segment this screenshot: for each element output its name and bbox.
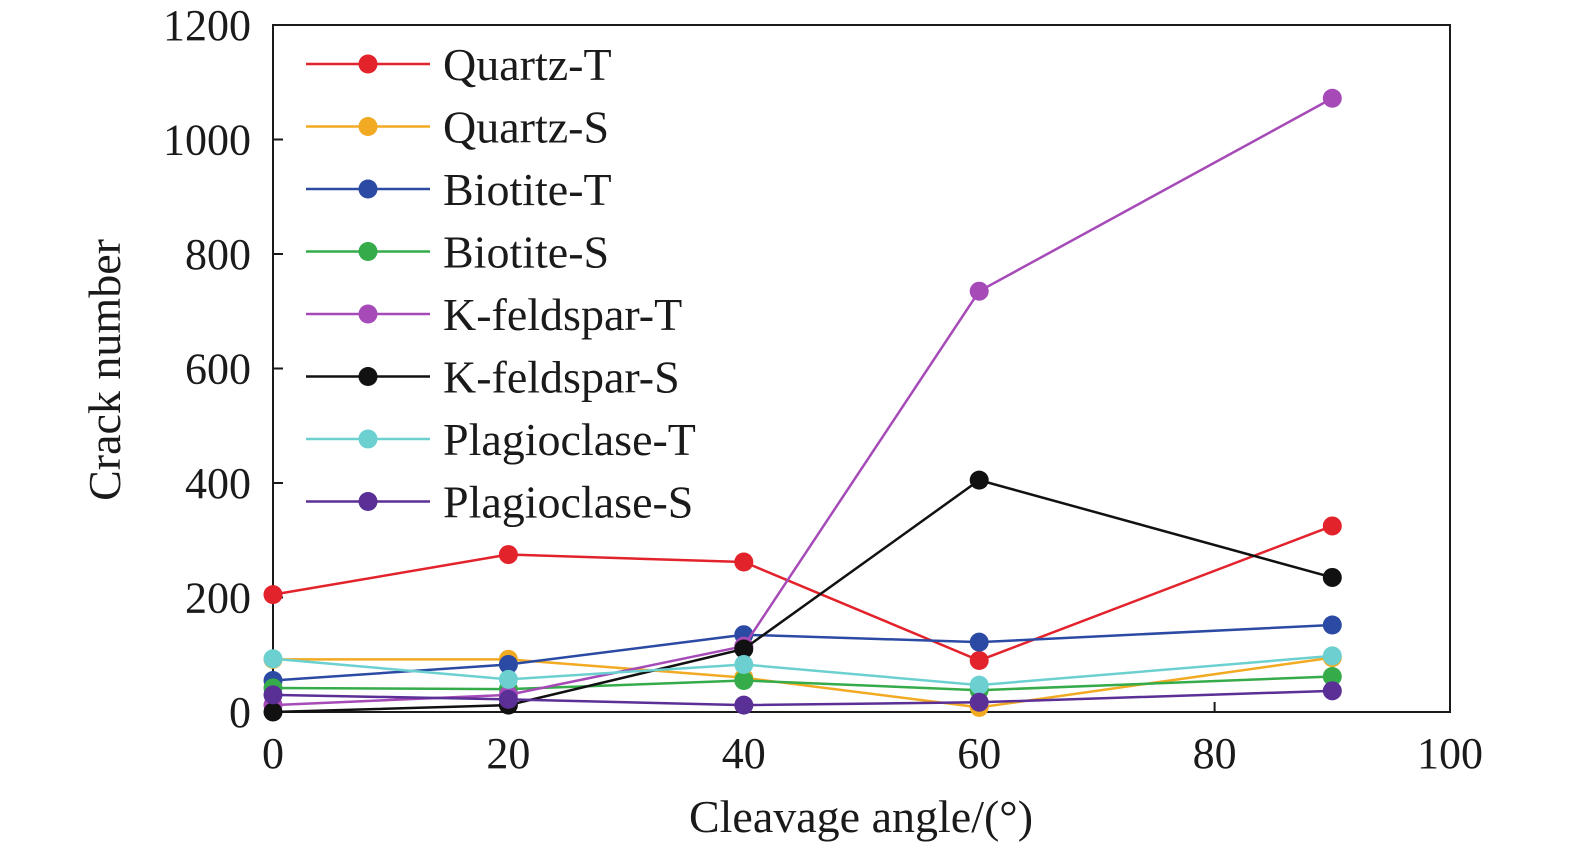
legend-swatch-marker: [358, 304, 378, 324]
data-point: [498, 654, 518, 674]
x-tick-label: 20: [486, 729, 530, 778]
data-point: [498, 545, 518, 565]
y-tick-label: 800: [185, 230, 251, 279]
data-point: [969, 281, 989, 301]
legend-label: Quartz-S: [443, 102, 609, 153]
x-tick-label: 100: [1417, 729, 1483, 778]
legend-swatch-marker: [358, 117, 378, 136]
data-point: [1322, 646, 1342, 666]
y-tick-label: 1000: [163, 116, 251, 165]
legend-swatch-marker: [358, 429, 378, 449]
legend-label: Biotite-T: [443, 164, 612, 215]
data-point: [263, 649, 283, 669]
y-tick-label: 400: [185, 459, 251, 508]
data-point: [263, 702, 283, 722]
series-line: [272, 675, 1333, 692]
series-line: [272, 524, 1333, 662]
data-point: [1322, 567, 1342, 587]
series-quartz-t: [263, 516, 1342, 670]
data-point: [1322, 615, 1342, 635]
legend-item: K-feldspar-S: [306, 352, 680, 403]
data-point: [498, 689, 518, 709]
series-plagioclase-t: [263, 646, 1342, 695]
x-axis-label: Cleavage angle/(°): [689, 791, 1033, 842]
legend-item: Biotite-T: [306, 164, 612, 215]
x-tick-label: 40: [722, 729, 766, 778]
legend-label: K-feldspar-S: [443, 352, 680, 403]
data-point: [498, 669, 518, 689]
legend-swatch-marker: [358, 242, 378, 261]
legend-label: Quartz-T: [443, 39, 612, 90]
series-plagioclase-s: [263, 681, 1342, 715]
data-point: [1322, 516, 1342, 536]
data-point: [1322, 88, 1342, 108]
series-line: [272, 478, 1333, 714]
legend-label: K-feldspar-T: [443, 289, 682, 340]
data-point: [1322, 681, 1342, 701]
y-tick-label: 200: [185, 574, 251, 623]
series-line: [272, 97, 1333, 707]
x-tick-label: 60: [957, 729, 1001, 778]
series-line: [272, 689, 1333, 707]
x-tick-label: 80: [1193, 729, 1237, 778]
legend-swatch-marker: [358, 492, 378, 511]
data-point: [969, 632, 989, 652]
x-tick-label: 0: [262, 729, 284, 778]
data-point: [734, 654, 754, 674]
legend-item: Plagioclase-S: [306, 477, 693, 528]
legend-label: Biotite-S: [443, 227, 609, 278]
legend-swatch-marker: [358, 54, 378, 74]
y-tick-label: 600: [185, 345, 251, 394]
data-point: [263, 585, 283, 605]
data-point: [734, 671, 754, 691]
series-lines: [263, 88, 1342, 722]
legend: Quartz-T Quartz-S Biotite-T Biotite-S K-feld…: [306, 39, 696, 528]
data-point: [969, 470, 989, 490]
legend-item: Quartz-T: [306, 39, 612, 90]
y-tick-label: 0: [229, 688, 251, 737]
data-point: [969, 675, 989, 695]
data-point: [734, 552, 754, 572]
data-point: [734, 639, 754, 659]
data-point: [1322, 667, 1342, 687]
data-point: [263, 685, 283, 705]
legend-item: Biotite-S: [306, 227, 609, 278]
legend-swatch-marker: [358, 367, 378, 386]
legend-swatch-marker: [358, 179, 378, 199]
y-tick-label: 1200: [163, 1, 251, 50]
legend-label: Plagioclase-T: [443, 414, 696, 465]
data-point: [969, 692, 989, 712]
series-k-feldspar-t: [263, 88, 1342, 715]
legend-label: Plagioclase-S: [443, 477, 693, 528]
legend-item: Plagioclase-T: [306, 414, 696, 465]
data-point: [969, 650, 989, 670]
data-point: [734, 695, 754, 715]
legend-item: K-feldspar-T: [306, 289, 682, 340]
y-axis-label: Crack number: [79, 239, 130, 501]
legend-item: Quartz-S: [306, 102, 609, 153]
